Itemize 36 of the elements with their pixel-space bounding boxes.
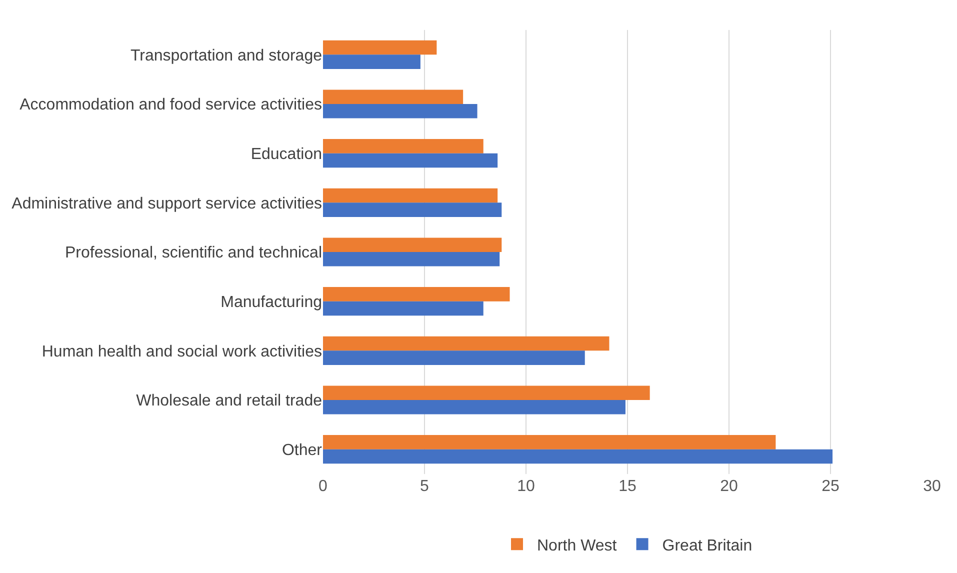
bar (323, 350, 585, 365)
bar (323, 202, 502, 217)
bar (323, 90, 464, 104)
x-tick-label: 15 (618, 478, 636, 495)
bar (323, 252, 500, 266)
x-tick-label: 10 (517, 478, 535, 495)
bar (323, 449, 833, 464)
x-tick-label: 5 (420, 478, 430, 495)
x-tick-label: 0 (318, 478, 328, 495)
y-tick-label: Administrative and support service activities (12, 195, 322, 212)
y-tick-label: Other (282, 442, 323, 459)
y-tick-label: Education (250, 146, 322, 163)
bar (323, 435, 776, 450)
y-tick-label: Accommodation and food service activities (20, 96, 322, 114)
x-tick-label: 25 (822, 478, 840, 495)
bar (323, 153, 498, 168)
y-tick-label: Professional, scientific and technical (64, 244, 322, 262)
y-tick-label: Human health and social work activities (42, 343, 322, 360)
x-tick-label: 30 (923, 478, 941, 495)
bar (323, 400, 626, 414)
bar (323, 238, 502, 252)
bar (323, 104, 478, 118)
y-tick-label: Transportation and storage (130, 47, 322, 64)
y-tick-label: Manufacturing (220, 294, 322, 311)
legend-label: North West (537, 537, 618, 554)
bar (323, 336, 610, 351)
bar (323, 54, 420, 69)
bar (323, 287, 510, 302)
legend-label: Great Britain (662, 537, 752, 554)
bar (323, 139, 484, 154)
bar (323, 188, 498, 203)
bar (323, 386, 650, 400)
x-tick-label: 20 (720, 478, 738, 495)
bar (323, 40, 437, 55)
y-tick-label: Wholesale and retail trade (136, 392, 322, 410)
bar (323, 301, 484, 316)
